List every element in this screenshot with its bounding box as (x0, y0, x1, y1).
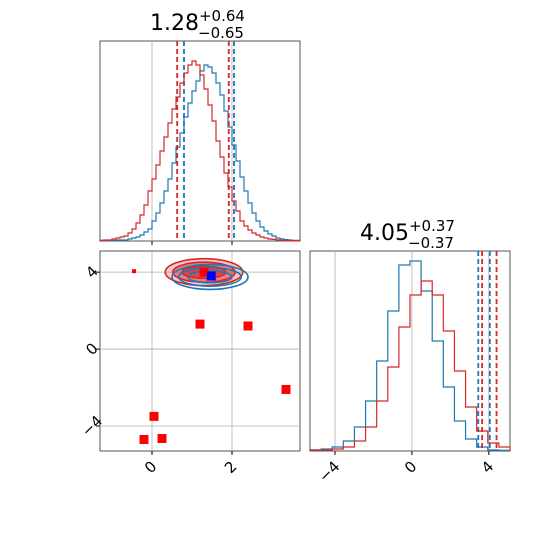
y-marginal-panel: −4 0 4 4.05+0.37 −0.37 (309, 217, 511, 486)
x-marginal-panel: 1.28+0.64 −0.65 (99, 7, 301, 245)
y-marginal-title: 4.05+0.37 −0.37 (360, 217, 455, 252)
y-marginal-axes-frame (309, 250, 511, 452)
y-marginal-ticks: −4 0 4 (315, 451, 497, 486)
joint-contour-1-2 (187, 270, 233, 284)
joint-contours (164, 257, 249, 291)
joint-point-0-1 (195, 319, 205, 329)
joint-xtick-label-1: 2 (221, 457, 240, 476)
joint-point-1-0 (206, 271, 216, 281)
joint-point-0-6 (157, 434, 167, 443)
y-marginal-hist-series-0 (309, 260, 511, 451)
y-marginal-series (309, 251, 511, 451)
x-title-value: 1.28 (150, 11, 199, 36)
joint-point-0-7 (132, 269, 136, 274)
y-marginal-tick-label-2: 4 (478, 457, 497, 476)
joint-points (132, 267, 291, 444)
joint-xtick-label-0: 0 (141, 457, 160, 476)
joint-contour-1-0 (171, 263, 249, 291)
joint-panel: 0 2−404 (78, 250, 301, 477)
joint-point-0-5 (139, 434, 149, 444)
x-title-plus: +0.64 (199, 7, 245, 25)
x-title-minus: −0.65 (198, 24, 244, 42)
joint-point-0-4 (149, 411, 159, 421)
y-marginal-hist-series-1 (309, 280, 511, 451)
joint-contour-1-1 (178, 266, 243, 287)
y-title-minus: −0.37 (408, 234, 454, 252)
y-marginal-grid (334, 251, 490, 451)
y-marginal-tick-label-0: −4 (315, 457, 343, 485)
joint-axes-frame (99, 250, 301, 452)
joint-point-0-0 (199, 267, 209, 277)
x-marginal-hist-series-1 (99, 60, 301, 242)
x-marginal-hist-series-0 (99, 64, 301, 241)
x-marginal-series (99, 41, 301, 242)
joint-point-0-3 (281, 384, 291, 394)
y-marginal-tick-label-1: 0 (401, 457, 420, 476)
y-title-plus: +0.37 (409, 217, 455, 235)
x-marginal-ticks (151, 241, 233, 245)
x-marginal-title: 1.28+0.64 −0.65 (150, 7, 245, 42)
joint-point-0-2 (243, 321, 253, 331)
y-title-value: 4.05 (360, 221, 409, 246)
